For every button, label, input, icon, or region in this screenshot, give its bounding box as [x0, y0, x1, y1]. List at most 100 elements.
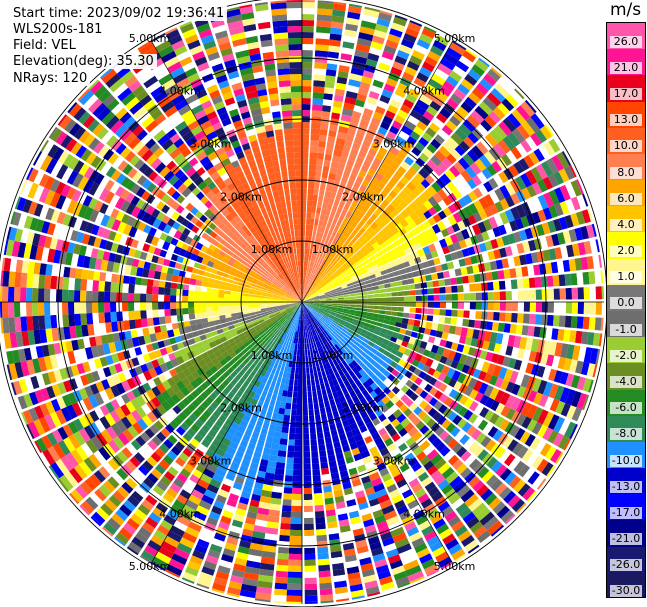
velocity-gate	[341, 360, 348, 367]
velocity-gate	[310, 255, 315, 262]
velocity-gate	[307, 298, 314, 301]
velocity-gate	[318, 333, 323, 340]
velocity-gate	[344, 264, 351, 271]
velocity-gate	[530, 132, 542, 147]
velocity-gate	[460, 450, 472, 462]
velocity-gate	[450, 132, 464, 145]
velocity-gate	[14, 302, 21, 318]
velocity-gate	[371, 281, 379, 287]
velocity-gate	[307, 397, 313, 404]
velocity-gate	[305, 319, 307, 326]
velocity-gate	[467, 274, 475, 283]
velocity-gate	[121, 302, 129, 312]
velocity-gate	[392, 185, 402, 195]
velocity-gate	[435, 231, 444, 240]
velocity-gate	[307, 260, 311, 267]
velocity-gate	[302, 67, 312, 75]
velocity-gate	[338, 395, 346, 403]
velocity-gate	[344, 554, 357, 563]
velocity-gate	[302, 37, 314, 45]
velocity-gate	[355, 175, 364, 184]
velocity-gate	[319, 302, 326, 305]
velocity-gate	[305, 278, 309, 285]
velocity-gate	[366, 218, 374, 226]
velocity-gate	[314, 285, 320, 290]
velocity-gate	[322, 314, 328, 319]
velocity-gate	[501, 153, 512, 167]
velocity-gate	[429, 329, 437, 337]
velocity-gate	[373, 297, 380, 302]
velocity-gate	[452, 260, 461, 269]
velocity-gate	[477, 449, 489, 461]
velocity-gate	[324, 269, 330, 275]
velocity-gate	[548, 248, 557, 261]
velocity-gate	[488, 147, 501, 161]
velocity-gate	[176, 314, 184, 322]
velocity-gate	[535, 302, 543, 313]
velocity-gate	[350, 516, 361, 525]
velocity-gate	[308, 182, 315, 189]
velocity-gate	[334, 495, 345, 504]
velocity-gate	[320, 317, 326, 322]
velocity-gate	[369, 337, 377, 344]
velocity-gate	[379, 310, 386, 315]
velocity-gate	[44, 275, 52, 289]
velocity-gate	[448, 325, 457, 335]
velocity-gate	[375, 422, 384, 432]
velocity-gate	[399, 483, 410, 494]
velocity-gate	[576, 179, 584, 195]
velocity-gate	[449, 42, 466, 56]
velocity-gate	[423, 403, 433, 414]
velocity-gate	[383, 171, 393, 180]
velocity-gate	[154, 325, 162, 334]
velocity-gate	[324, 87, 334, 95]
velocity-gate	[313, 303, 320, 306]
velocity-gate	[586, 256, 595, 270]
velocity-gate	[218, 293, 225, 298]
velocity-gate	[224, 309, 231, 315]
velocity-gate	[311, 308, 318, 313]
velocity-gate	[357, 464, 367, 473]
velocity-gate	[351, 253, 358, 261]
velocity-gate	[426, 315, 434, 322]
velocity-gate	[297, 373, 302, 381]
velocity-gate	[164, 287, 171, 296]
velocity-gate	[437, 221, 447, 232]
velocity-gate	[312, 255, 317, 262]
velocity-gate	[362, 230, 370, 239]
velocity-gate	[444, 317, 452, 325]
velocity-gate	[330, 311, 337, 315]
velocity-gate	[381, 274, 389, 280]
velocity-gate	[327, 454, 336, 462]
velocity-gate	[324, 81, 335, 89]
velocity-gate	[441, 263, 449, 271]
velocity-gate	[368, 90, 380, 100]
velocity-gate	[56, 276, 64, 290]
velocity-gate	[517, 290, 524, 300]
velocity-gate	[303, 493, 313, 500]
velocity-gate	[302, 299, 308, 302]
velocity-gate	[552, 432, 564, 447]
velocity-gate	[344, 372, 351, 380]
velocity-gate	[434, 458, 447, 470]
velocity-gate	[341, 284, 348, 289]
velocity-gate	[311, 330, 315, 337]
velocity-gate	[347, 285, 354, 290]
velocity-gate	[311, 316, 317, 322]
velocity-gate	[348, 5, 362, 14]
velocity-gate	[336, 598, 350, 602]
velocity-gate	[409, 373, 418, 383]
velocity-gate	[288, 433, 296, 440]
velocity-gate	[302, 307, 304, 314]
velocity-gate	[319, 339, 324, 346]
velocity-gate	[394, 55, 408, 66]
velocity-gate	[316, 365, 321, 373]
velocity-gate	[510, 146, 522, 160]
velocity-gate	[464, 336, 473, 346]
velocity-gate	[319, 588, 333, 596]
velocity-gate	[430, 360, 439, 371]
velocity-gate	[587, 208, 593, 222]
velocity-gate	[401, 340, 409, 348]
velocity-gate	[218, 289, 225, 294]
velocity-gate	[343, 203, 351, 211]
